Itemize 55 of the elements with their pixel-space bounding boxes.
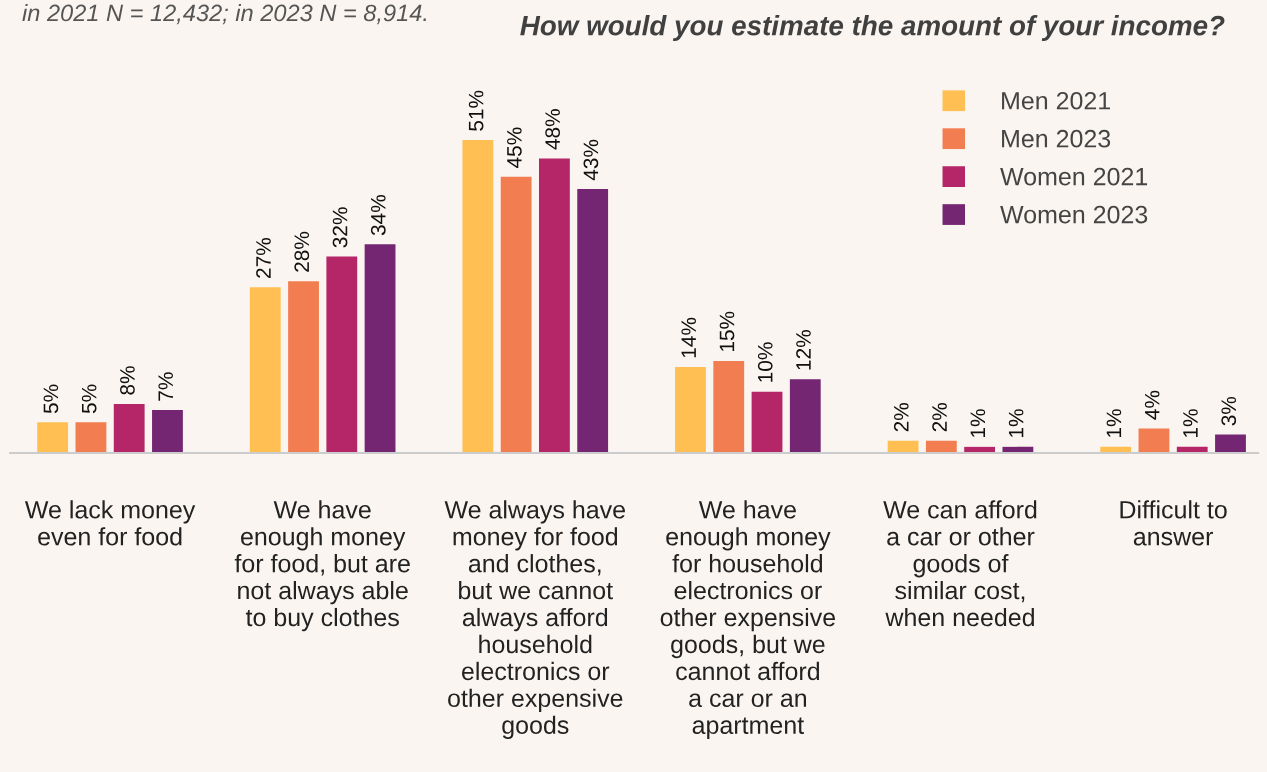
data-label: 2% <box>893 403 909 432</box>
data-label: 28% <box>294 231 310 272</box>
bar <box>462 140 494 453</box>
data-label: 48% <box>545 109 560 150</box>
data-label: 14% <box>681 317 696 358</box>
data-label: 43% <box>583 139 599 181</box>
x-tick-label: Difficult to answer <box>1120 500 1227 546</box>
bar <box>152 410 183 453</box>
bar <box>500 176 532 453</box>
data-label: 10% <box>757 342 773 382</box>
data-label: 15% <box>719 311 735 352</box>
bar <box>751 391 783 453</box>
bar <box>364 244 396 453</box>
data-label: 4% <box>1144 390 1160 420</box>
data-label: 1% <box>970 409 986 437</box>
legend-label: Men 2021 <box>1002 91 1110 110</box>
category-label: We have enough money for household electronics or other expensive goods, but we cannot afford a car or an apartment <box>660 500 836 739</box>
category-label: We always have money for food and clothes, but we cannot always afford household electronics or other expensive goods <box>444 500 625 739</box>
bar <box>713 360 745 453</box>
data-label: 5% <box>43 384 59 414</box>
x-tick-label: We can afford a car or other goods of similar cost, when needed <box>883 500 1037 627</box>
bar <box>249 287 281 453</box>
data-label: 3% <box>1221 396 1237 426</box>
data-label: 8% <box>120 366 135 395</box>
data-label: 45% <box>507 127 522 169</box>
bar <box>675 367 706 453</box>
data-label: 1% <box>1183 409 1198 437</box>
bar <box>789 379 821 453</box>
data-label: 5% <box>81 384 97 414</box>
bar <box>538 158 570 453</box>
data-label: 2% <box>932 403 947 432</box>
data-label: 1% <box>1106 409 1122 437</box>
bar <box>113 403 145 453</box>
text: in 2021 N = 12,432; in 2023 N = 8,914. <box>22 4 427 25</box>
data-label: 7% <box>158 372 173 401</box>
x-tick-label: We have enough money for food, but are not always able to buy clothes <box>234 500 410 632</box>
bar <box>326 256 358 453</box>
bar <box>288 281 319 453</box>
bar <box>577 189 609 453</box>
legend-label: Men 2023 <box>1002 129 1111 148</box>
bar <box>37 422 69 453</box>
data-label: 12% <box>796 330 811 370</box>
legend-label: Women 2023 <box>1000 205 1148 224</box>
data-label: 27% <box>256 238 271 278</box>
x-tick-label: We lack money even for food <box>24 500 196 546</box>
bar <box>1138 428 1170 453</box>
data-label: 34% <box>370 195 386 236</box>
data-label: 51% <box>468 90 484 131</box>
bar <box>1215 434 1246 453</box>
bar <box>75 422 107 453</box>
data-label: 32% <box>332 207 348 248</box>
legend-label: Women 2021 <box>1000 167 1148 186</box>
chart-title: How would you estimate the amount of your income? <box>520 15 1225 41</box>
bar <box>925 440 957 453</box>
data-label: 1% <box>1008 409 1024 437</box>
